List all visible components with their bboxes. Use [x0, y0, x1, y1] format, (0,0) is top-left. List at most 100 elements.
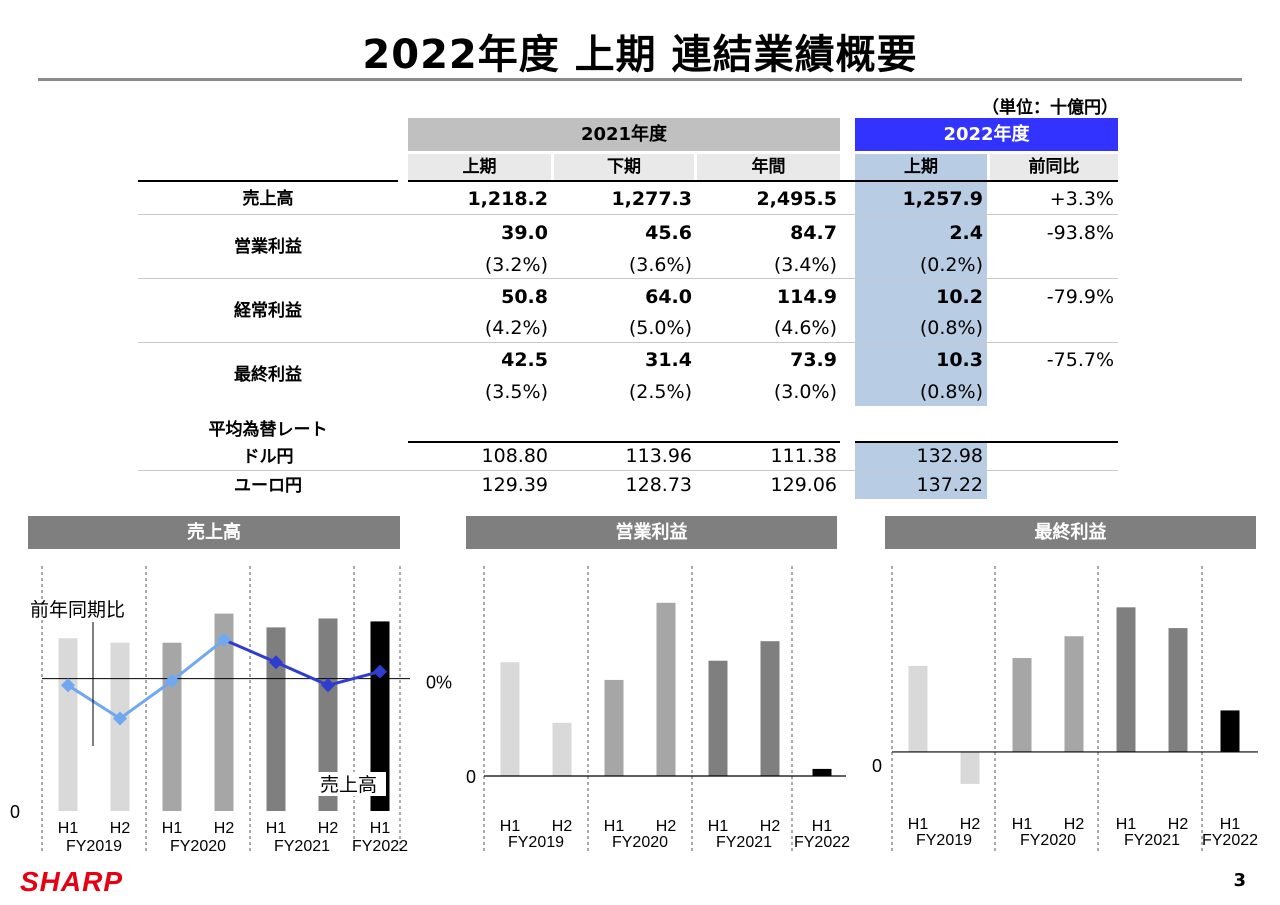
- yoy-point: [113, 711, 127, 726]
- category-label: H1: [908, 816, 929, 833]
- fx-value: 129.06: [770, 474, 837, 496]
- chart-header-operating-profit: 営業利益: [466, 516, 837, 549]
- group-label: FY2020: [170, 838, 226, 855]
- page-number: 3: [1233, 870, 1246, 891]
- table-rule: [408, 441, 840, 443]
- cell-value: 114.9: [776, 286, 837, 308]
- bar: [318, 618, 338, 811]
- bar: [760, 641, 780, 776]
- fx-value: 113.96: [625, 445, 692, 467]
- yoy-line-segment: [67, 684, 121, 720]
- yoy-point: [61, 678, 75, 693]
- annotation-bg: [318, 772, 386, 796]
- group-label: FY2022: [1202, 832, 1258, 849]
- bar: [500, 662, 520, 776]
- bar: [908, 665, 928, 752]
- category-label: H2: [318, 820, 339, 837]
- group-label: FY2020: [1020, 832, 1076, 849]
- row-label-ordinary-profit: 経常利益: [234, 301, 302, 321]
- cell-yoy: -79.9%: [1046, 286, 1114, 308]
- cell-margin: (4.2%): [484, 317, 548, 339]
- fx-value: 108.80: [481, 445, 548, 467]
- category-label: H2: [760, 818, 781, 835]
- bar: [708, 660, 728, 776]
- cell-margin: (4.6%): [773, 317, 837, 339]
- fx-label-eur: ユーロ円: [234, 476, 302, 496]
- fx-value: 128.73: [625, 474, 692, 496]
- yoy-line-segment: [327, 670, 381, 687]
- yoy-point: [269, 655, 283, 670]
- highlight-column-fx: [855, 443, 987, 499]
- yoy-point: [321, 678, 335, 693]
- category-label: H2: [110, 820, 131, 837]
- category-label: H1: [812, 818, 833, 835]
- row-label-net-profit: 最終利益: [234, 365, 302, 385]
- group-label: FY2019: [508, 834, 564, 851]
- yoy-point: [373, 664, 387, 679]
- fx-label-usd: ドル円: [242, 447, 294, 467]
- chart-header-net-profit: 最終利益: [885, 516, 1256, 549]
- category-label: H2: [960, 816, 981, 833]
- category-label: H2: [214, 820, 235, 837]
- cell-value: 50.8: [501, 286, 548, 308]
- cell-margin: (0.8%): [919, 381, 983, 403]
- group-label: FY2021: [716, 834, 772, 851]
- table-rule: [855, 441, 1118, 443]
- chart-header-sales: 売上高: [28, 516, 400, 549]
- bar: [214, 613, 234, 811]
- row-label-sales: 売上高: [242, 189, 294, 209]
- category-label: H2: [1168, 816, 1189, 833]
- cell-value: 73.9: [790, 349, 837, 371]
- page-title: 2022年度 上期 連結業績概要: [362, 32, 918, 78]
- annotation-sales: 売上高: [320, 774, 377, 796]
- zero-tick-label: 0: [466, 767, 476, 787]
- category-label: H1: [58, 820, 79, 837]
- svg-text:SHARP: SHARP: [20, 866, 123, 896]
- yoy-line-segment: [119, 679, 173, 720]
- yoy-line-segment: [223, 638, 277, 664]
- table-rule: [138, 180, 398, 182]
- cell-value: 1,277.3: [611, 188, 692, 210]
- category-label: H1: [370, 820, 391, 837]
- category-label: H2: [552, 818, 573, 835]
- category-label: H1: [266, 820, 287, 837]
- annotation-yoy: 前年同期比: [30, 599, 125, 621]
- yoy-line-segment: [275, 660, 329, 687]
- table-rule: [138, 470, 1118, 471]
- category-label: H1: [708, 818, 729, 835]
- bar: [1168, 628, 1188, 752]
- table-rule: [138, 342, 1118, 343]
- subheader-h1: 上期: [408, 154, 551, 181]
- group-label: FY2022: [794, 834, 850, 851]
- yoy-point: [165, 673, 179, 688]
- cell-value: 2,495.5: [756, 188, 837, 210]
- unit-label: （単位：十億円）: [982, 98, 1118, 118]
- bar: [960, 751, 980, 784]
- cell-value: 45.6: [645, 222, 692, 244]
- cell-margin: (5.0%): [628, 317, 692, 339]
- bar: [1220, 710, 1240, 752]
- cell-margin: (0.2%): [919, 254, 983, 276]
- cell-value: 1,257.9: [902, 188, 983, 210]
- highlight-column-main: [855, 182, 987, 406]
- zero-tick-label: 0: [10, 802, 20, 822]
- cell-value: 31.4: [645, 349, 692, 371]
- fx-value: 132.98: [916, 445, 983, 467]
- cell-margin: (3.0%): [773, 381, 837, 403]
- cell-margin: (0.8%): [919, 317, 983, 339]
- bar: [110, 642, 130, 811]
- category-label: H1: [1220, 816, 1241, 833]
- group-label: FY2019: [916, 832, 972, 849]
- fx-value: 137.22: [916, 474, 983, 496]
- cell-yoy: +3.3%: [1049, 188, 1114, 210]
- group-label: FY2021: [1124, 832, 1180, 849]
- fx-section-label: 平均為替レート: [208, 420, 328, 440]
- header-fy2021: 2021年度: [408, 118, 840, 151]
- zero-tick-label: 0: [872, 756, 882, 776]
- bar: [1064, 636, 1084, 752]
- table-rule: [138, 214, 1118, 215]
- group-label: FY2021: [274, 838, 330, 855]
- table-rule: [138, 278, 1118, 279]
- subheader-h2: 下期: [554, 154, 694, 181]
